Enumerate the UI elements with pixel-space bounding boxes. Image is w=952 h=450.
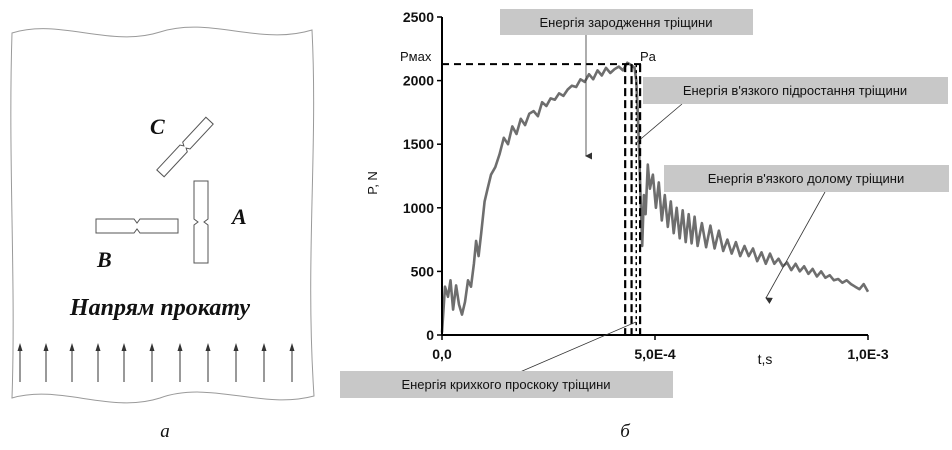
specimen-b xyxy=(95,218,179,234)
pmax-label: Pмах xyxy=(400,49,432,64)
rolling-arrow xyxy=(233,343,239,382)
specimen-label-b: B xyxy=(96,247,112,272)
y-tick-label: 1500 xyxy=(403,136,434,152)
y-tick-label: 2500 xyxy=(403,9,434,25)
annotation-ductile-fracture: Енергія в'язкого долому тріщини xyxy=(708,171,905,186)
rolling-arrow xyxy=(289,343,295,382)
chart-area: 0 500 1000 1500 2000 2500 0,0 5,0E-4 1,0E-3 xyxy=(403,9,889,362)
rolling-arrow xyxy=(69,343,75,382)
annotation-initiation: Енергія зародження тріщини xyxy=(540,15,713,30)
rolling-arrow xyxy=(177,343,183,382)
specimen-c xyxy=(156,116,214,178)
annotation-brittle-jump: Енергія крихкого проскоку тріщини xyxy=(401,377,610,392)
y-tick-label: 1000 xyxy=(403,200,434,216)
annotation-box-initiation xyxy=(500,9,753,35)
panel-b: 0 500 1000 1500 2000 2500 0,0 5,0E-4 1,0E-3 P, N… xyxy=(340,9,949,442)
pa-label: Pa xyxy=(640,49,657,64)
y-axis-title: P, N xyxy=(365,171,380,195)
rolling-arrow xyxy=(261,343,267,382)
annotation-box-ductile-fracture xyxy=(664,165,949,192)
caption-a: а xyxy=(160,421,170,442)
x-tick-label: 1,0E-3 xyxy=(847,346,888,362)
specimen-label-a: A xyxy=(230,204,247,229)
x-tick-label: 5,0E-4 xyxy=(634,346,675,362)
x-tick-label: 0,0 xyxy=(432,346,452,362)
rolling-arrow xyxy=(43,343,49,382)
specimen-label-c: C xyxy=(150,114,165,139)
leader-ductile-fracture xyxy=(765,191,826,304)
annotation-ductile-growth: Енергія в'язкого підростання тріщини xyxy=(683,83,907,98)
rolling-arrow xyxy=(17,343,23,382)
x-axis-title: t,s xyxy=(758,351,773,367)
rolling-arrow xyxy=(149,343,155,382)
y-tick-label: 500 xyxy=(411,263,435,279)
rolling-arrow xyxy=(95,343,101,382)
force-curve xyxy=(440,61,870,333)
y-tick-label: 0 xyxy=(426,327,434,343)
rolling-arrow xyxy=(205,343,211,382)
panel-a: C A B Напрям прокату а xyxy=(10,26,315,442)
rolling-direction-text: Напрям прокату xyxy=(69,295,250,321)
y-tick-label: 2000 xyxy=(403,73,434,89)
caption-b: б xyxy=(620,421,631,442)
leader-brittle-jump xyxy=(519,321,637,373)
rolling-direction-arrows xyxy=(17,343,295,382)
annotation-box-ductile-growth xyxy=(643,77,948,104)
leader-ductile-growth xyxy=(635,103,683,144)
specimen-a xyxy=(193,180,209,264)
rolling-arrow xyxy=(121,343,127,382)
annotation-box-brittle-jump xyxy=(340,371,673,398)
steel-plate xyxy=(10,26,315,404)
